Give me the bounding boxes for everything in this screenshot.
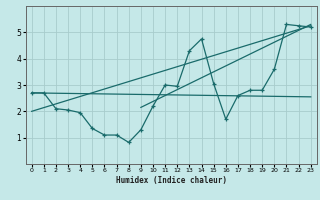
X-axis label: Humidex (Indice chaleur): Humidex (Indice chaleur): [116, 176, 227, 185]
